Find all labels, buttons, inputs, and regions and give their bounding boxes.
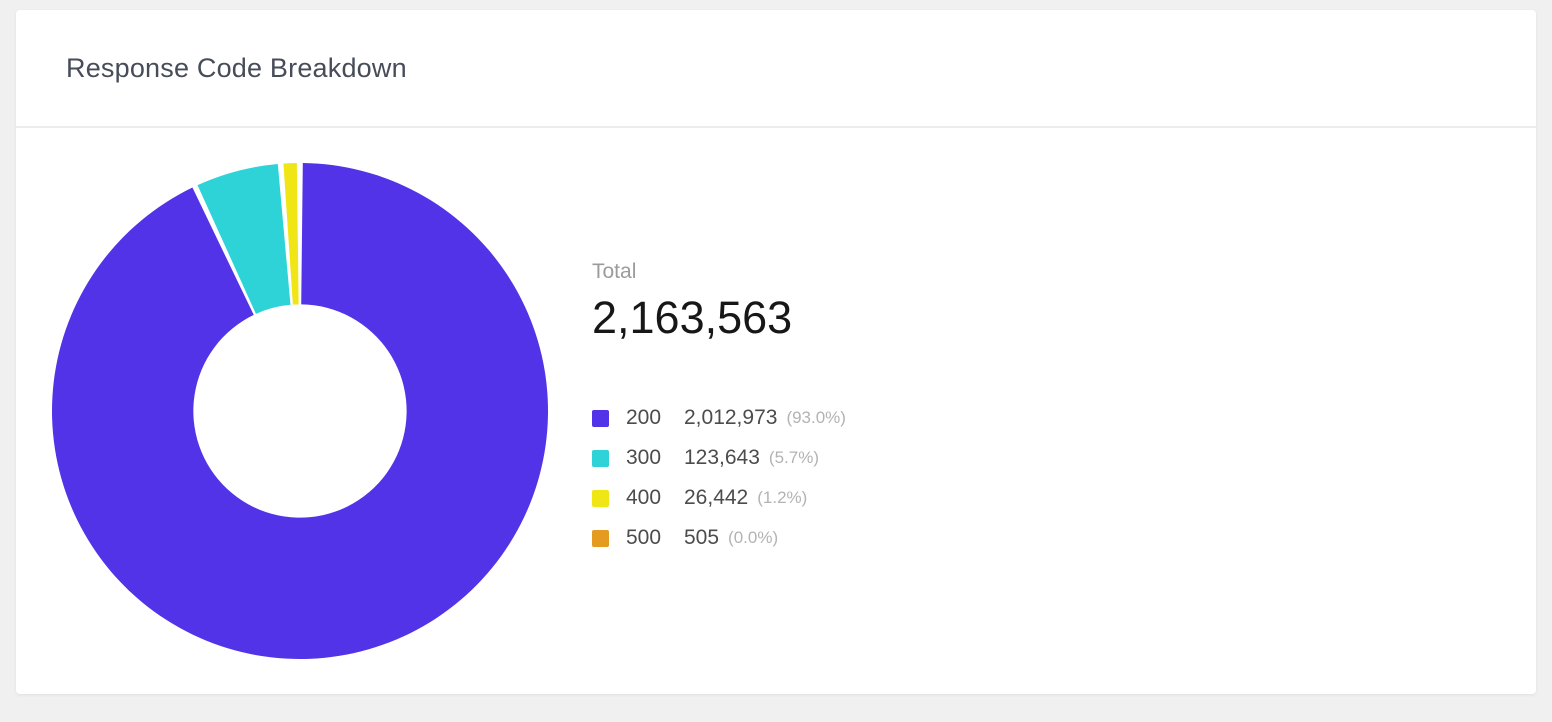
- response-code-card: Response Code Breakdown Total 2,163,563 …: [16, 10, 1536, 694]
- legend-percent: (93.0%): [786, 408, 846, 427]
- legend-value: 2,012,973: [684, 406, 778, 429]
- chart-info: Total 2,163,563 200 2,012,973 (93.0%) 300 12…: [592, 260, 846, 566]
- legend-code-label: 200: [626, 406, 662, 429]
- legend-value: 123,643: [684, 446, 760, 469]
- chart-area: Total 2,163,563 200 2,012,973 (93.0%) 300 12…: [16, 128, 1536, 690]
- legend-percent: (1.2%): [757, 488, 808, 507]
- legend-code-label: 500: [626, 526, 662, 549]
- legend-row-400[interactable]: 400 26,442 (1.2%): [592, 486, 846, 510]
- legend-code-label: 400: [626, 486, 662, 509]
- legend-code-label: 300: [626, 446, 662, 469]
- legend-value: 505: [684, 526, 720, 549]
- card-header: Response Code Breakdown: [16, 10, 1536, 128]
- legend-swatch-icon: [592, 489, 609, 507]
- legend-value: 26,442: [684, 486, 749, 509]
- legend-swatch-icon: [592, 409, 609, 427]
- legend-row-500[interactable]: 500 505 (0.0%): [592, 526, 846, 550]
- legend-swatch-icon: [592, 529, 609, 547]
- donut-slice-400[interactable]: [283, 163, 299, 305]
- legend-row-300[interactable]: 300 123,643 (5.7%): [592, 446, 846, 470]
- legend-swatch-icon: [592, 449, 609, 467]
- legend-percent: (5.7%): [768, 448, 819, 467]
- donut-slice-200[interactable]: [52, 163, 549, 660]
- total-label: Total: [592, 260, 637, 283]
- legend-row-200[interactable]: 200 2,012,973 (93.0%): [592, 406, 846, 430]
- donut-slice-300[interactable]: [197, 163, 291, 314]
- legend: 200 2,012,973 (93.0%) 300 123,643 (5.7%) 400 26…: [592, 406, 846, 550]
- total-value: 2,163,563: [592, 292, 793, 343]
- legend-percent: (0.0%): [728, 528, 779, 547]
- card-title: Response Code Breakdown: [66, 52, 407, 83]
- donut-chart: [52, 163, 549, 660]
